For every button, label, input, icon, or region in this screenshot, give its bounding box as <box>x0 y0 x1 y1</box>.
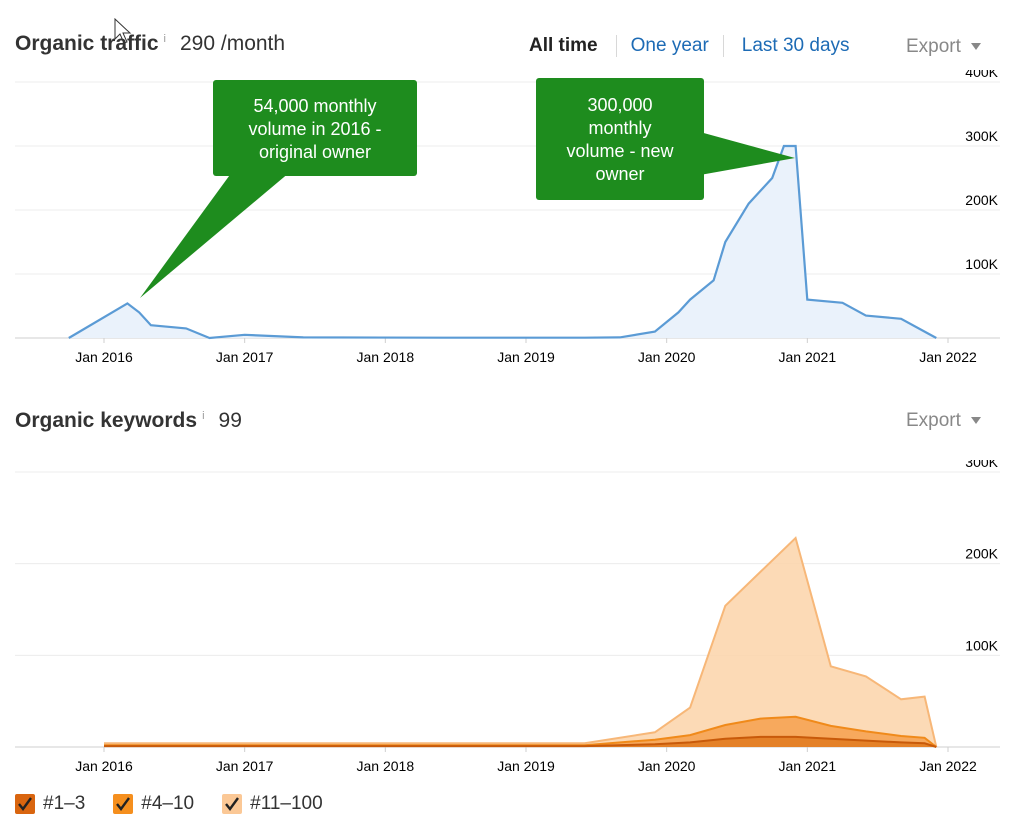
y-tick-label: 200K <box>965 192 998 208</box>
y-tick-label: 200K <box>965 546 998 562</box>
legend-item-1-3[interactable]: #1–3 <box>15 793 85 815</box>
y-tick-label: 100K <box>965 256 998 272</box>
traffic-title: Organic traffic <box>15 32 159 55</box>
export-label: Export <box>906 410 961 431</box>
traffic-chart: 100K 200K 300K 400K Jan 2016 Jan 2017 Jan 2018… <box>15 70 1000 365</box>
chevron-down-icon <box>970 43 981 51</box>
chevron-down-icon <box>970 417 981 425</box>
checkbox-icon[interactable] <box>113 794 134 814</box>
callout-box <box>536 78 704 200</box>
y-tick-label: 400K <box>965 70 998 80</box>
callout-line: 54,000 monthly <box>253 96 376 116</box>
traffic-header: Organic traffic i 290 /month <box>15 32 285 56</box>
callout-line: 300,000 <box>587 95 652 115</box>
x-tick-label: Jan 2020 <box>638 758 696 774</box>
keywords-value: 99 <box>218 409 242 432</box>
x-tick-label: Jan 2017 <box>216 758 274 774</box>
traffic-area <box>68 146 937 338</box>
keywords-export-button[interactable]: Export <box>906 410 981 432</box>
callout-line: volume in 2016 - <box>248 119 381 139</box>
keywords-title: Organic keywords <box>15 409 198 432</box>
legend-label: #11–100 <box>250 793 323 814</box>
mouse-cursor-icon <box>114 18 132 44</box>
legend-label: #1–3 <box>43 793 86 814</box>
callout-line: monthly <box>588 118 651 138</box>
keywords-line-0 <box>104 735 937 748</box>
callout-box <box>213 80 417 176</box>
keywords-info-icon[interactable]: i <box>202 410 205 422</box>
x-tick-label: Jan 2019 <box>497 758 555 774</box>
callout-pointer <box>700 132 795 175</box>
range-one-year[interactable]: One year <box>630 35 709 56</box>
traffic-info-icon[interactable]: i <box>163 33 166 45</box>
callout-pointer <box>140 172 290 298</box>
callout-new-owner: 300,000 monthly volume - new owner <box>536 78 795 200</box>
x-tick-label: Jan 2021 <box>779 758 837 774</box>
y-tick-label: 100K <box>965 637 998 653</box>
legend-item-11-100[interactable]: #11–100 <box>222 793 323 815</box>
x-tick-label: Jan 2022 <box>919 758 977 774</box>
y-tick-label: 300K <box>965 460 998 470</box>
keywords-line-1 <box>104 715 937 748</box>
traffic-line <box>68 144 937 340</box>
callout-line: owner <box>595 164 644 184</box>
y-tick-label: 300K <box>965 128 998 144</box>
traffic-export-button[interactable]: Export <box>906 36 981 58</box>
traffic-value: 290 /month <box>180 32 286 55</box>
x-tick-label: Jan 2018 <box>357 758 415 774</box>
checkbox-icon[interactable] <box>222 794 243 814</box>
keywords-line-2 <box>104 536 938 748</box>
x-tick-label: Jan 2016 <box>75 349 133 365</box>
range-divider <box>722 35 724 57</box>
range-all-time[interactable]: All time <box>529 35 598 56</box>
x-tick-label: Jan 2016 <box>75 758 133 774</box>
keywords-area-2 <box>104 538 937 747</box>
callout-original-owner: 54,000 monthly volume in 2016 - original o… <box>140 80 417 298</box>
keywords-header: Organic keywords i 99 <box>15 409 242 433</box>
callout-line: volume - new <box>566 141 674 161</box>
keywords-chart: 100K 200K 300K Jan 2016 Jan 2017 Jan 2018 Jan … <box>15 460 1000 774</box>
keywords-legend: #1–3 #4–10 #11–100 <box>15 793 323 815</box>
x-tick-label: Jan 2019 <box>497 349 555 365</box>
x-tick-label: Jan 2021 <box>779 349 837 365</box>
checkbox-icon[interactable] <box>15 794 35 814</box>
export-label: Export <box>906 36 961 57</box>
legend-item-4-10[interactable]: #4–10 <box>113 793 194 815</box>
legend-label: #4–10 <box>141 793 195 814</box>
x-tick-label: Jan 2017 <box>216 349 274 365</box>
x-tick-label: Jan 2020 <box>638 349 696 365</box>
time-range-selector: All time One year Last 30 days <box>529 35 850 57</box>
x-tick-label: Jan 2018 <box>357 349 415 365</box>
x-tick-label: Jan 2022 <box>919 349 977 365</box>
range-divider <box>615 35 617 57</box>
callout-line: original owner <box>259 142 371 162</box>
range-last-30-days[interactable]: Last 30 days <box>741 35 850 56</box>
